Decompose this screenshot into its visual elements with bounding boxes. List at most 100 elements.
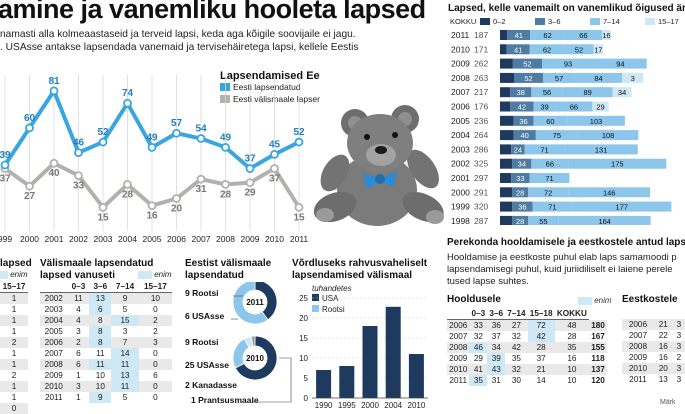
table-cell: 42: [527, 331, 555, 342]
domestic-value-label: 81: [48, 76, 60, 87]
rc-bar-segment: [533, 115, 568, 126]
donut-2010-year: 2010: [246, 354, 264, 363]
foreign-value-label: 37: [0, 174, 11, 185]
rc-bar-segment: [500, 144, 512, 155]
table-cell: 1: [11, 349, 17, 358]
table-cell: 11: [111, 359, 139, 370]
domestic-point: [98, 137, 108, 147]
rc-segment-label: 34: [618, 88, 626, 97]
bar-legend-usa-swatch: [312, 294, 319, 301]
domestic-point: [245, 164, 255, 173]
rc-segment-label: 38: [517, 88, 525, 97]
domestic-point: [0, 160, 10, 170]
table-cell: 8: [89, 337, 112, 348]
table-cell: 14: [111, 348, 139, 359]
domestic-point: [196, 134, 206, 143]
rc-bar-segment: [500, 58, 513, 69]
rc-bar-segment: [510, 87, 532, 98]
bar-xtick-label: 1990: [315, 401, 333, 410]
table-cell: 6: [76, 349, 81, 358]
foreign-value-label: 28: [220, 189, 232, 200]
table-cell: 1: [76, 393, 81, 402]
table-header-cell: 7–14: [505, 308, 528, 320]
line-year-label: 2003: [94, 234, 113, 244]
foster-care-title: Perekonda hooldamisele ja eestkostele an…: [447, 237, 685, 248]
table-cell: 3: [676, 375, 682, 384]
table-cell: 1: [11, 316, 17, 325]
foreign-value-label: 15: [97, 212, 109, 223]
rc-year-label: 1998: [451, 216, 470, 225]
rc-bar-segment: [567, 115, 625, 126]
stub-enim: enim: [0, 270, 28, 279]
rc-segment-label: 33: [516, 174, 524, 183]
table-cell: 5: [122, 305, 128, 314]
table-row: 1: [0, 326, 28, 337]
line-chart-title: Lapsendamised Eestis: [220, 70, 320, 82]
table-cell: 6: [89, 304, 112, 315]
table-cell: 30: [511, 376, 521, 385]
hooldusele-table: 0–3 3–6 7–14 15–18 KOKKU 2006 33 36 27 72 48 180 200…: [447, 308, 607, 386]
domestic-point: [49, 86, 59, 96]
table-cell: 2007: [628, 331, 648, 340]
legend-domestic: Eesti lapsendatud: [233, 82, 301, 92]
table-cell: 2010: [628, 364, 648, 373]
table-cell: 13: [111, 370, 139, 381]
donut-label: 9 Rootsi: [185, 337, 219, 347]
table-cell: 3: [76, 382, 81, 391]
table-cell: 41: [473, 365, 483, 374]
table-header-cell: 0–3: [469, 308, 488, 320]
rc-year-label: 2001: [451, 173, 470, 183]
table-cell: 2008: [628, 342, 648, 351]
table-row: 2010 20 3: [622, 363, 685, 374]
foreign-point: [221, 180, 230, 189]
bar-usa: [385, 306, 401, 398]
foreign-value-label: 37: [269, 174, 281, 185]
rc-segment-label: 3: [631, 74, 635, 83]
table-row: 1: [0, 315, 28, 326]
eestkostele-title: Eestkostele: [622, 294, 678, 305]
rc-total-label: 171: [474, 44, 488, 54]
rc-bar-segment: [564, 30, 602, 40]
table-cell: 21: [536, 365, 546, 374]
table-cell: 22: [658, 331, 668, 340]
line-year-label: 2002: [69, 234, 88, 244]
rc-total-label: 217: [474, 87, 488, 97]
table-cell: 5: [122, 393, 128, 402]
rc-segment-label: 164: [598, 217, 611, 225]
foreign-value-label: 40: [48, 168, 60, 179]
table-row: 2010 3 10 11 0: [40, 381, 172, 392]
foreign-point: [74, 171, 83, 180]
table-row: 1: [0, 392, 28, 403]
rc-segment-label: 89: [583, 88, 591, 97]
rc-segment-label: 103: [590, 117, 603, 126]
rc-bar-segment: [532, 201, 573, 212]
rc-bar-segment: [577, 130, 639, 141]
rc-legend-label: 3–6: [548, 17, 561, 26]
table-cell: 1: [11, 327, 17, 336]
table-row: 2006 33 36 27 72 48 180: [447, 319, 607, 331]
table-cell: 3: [676, 342, 682, 351]
rc-bar-segment: [564, 44, 594, 55]
table-row: 2007 6 11 14 0: [40, 348, 172, 359]
table-cell: 0: [11, 404, 17, 413]
rc-bar-segment: [531, 87, 563, 98]
rc-bar-segment: [568, 187, 651, 198]
table-cell: 10: [95, 371, 105, 380]
rc-legend-swatch: [480, 18, 490, 25]
rc-bar-segment: [555, 101, 593, 112]
rc-segment-label: 29: [596, 103, 604, 112]
table-header-cell: 15–17: [138, 281, 172, 293]
rc-segment-label: 66: [579, 31, 587, 40]
parental-rights-chart: Lapsed, kelle vanemailt on vanemlikud õi…: [448, 3, 685, 225]
table-cell: 34: [491, 343, 501, 352]
table-header-row: 0–3 3–6 7–14 15–18 KOKKU: [447, 308, 607, 320]
eestkostele-table: 2006 21 3 2007 22 3 2008 16 3 2009 16 2 2010 20 3 2011 1…: [622, 319, 685, 385]
domestic-value-label: 39: [0, 150, 11, 161]
rc-total-label: 286: [474, 144, 488, 154]
domestic-point: [123, 98, 132, 108]
foreign-value-label: 15: [293, 212, 305, 223]
line-year-label: 2005: [143, 234, 162, 244]
table-cell: 4: [76, 305, 81, 314]
rc-bar-segment: [543, 72, 576, 83]
rc-segment-label: 16: [602, 31, 610, 40]
